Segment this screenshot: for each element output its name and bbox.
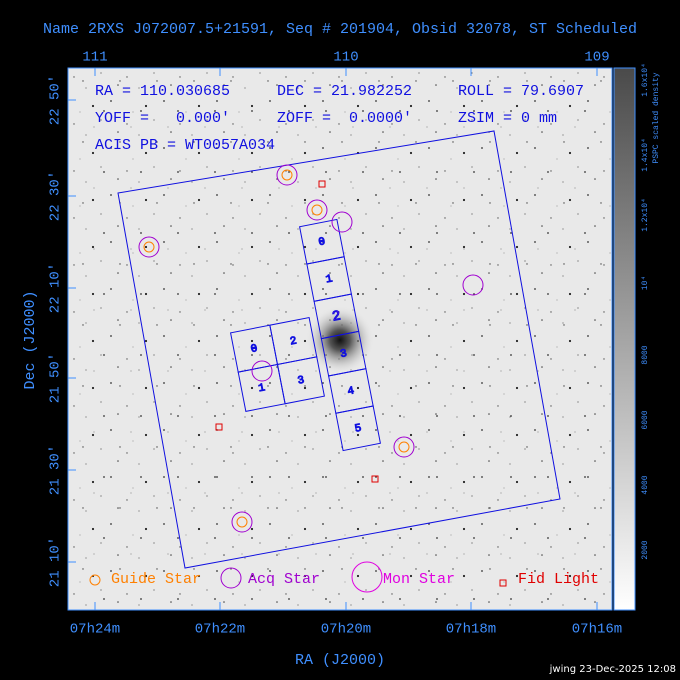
- chip-label: 3: [339, 348, 348, 361]
- info-text: ZOFF = 0.0000': [277, 110, 412, 127]
- guide-star: [398, 441, 410, 453]
- colorbar-tick-label: 10⁴: [641, 276, 650, 290]
- y-axis-title: Dec (J2000): [22, 290, 39, 389]
- left-tick-label: 22 50': [48, 75, 64, 125]
- info-text: DEC = 21.982252: [277, 83, 412, 100]
- acq-star: [276, 164, 298, 186]
- left-tick-label: 22 30': [48, 171, 64, 221]
- guide-star: [143, 241, 155, 253]
- acq-star: [138, 236, 160, 258]
- colorbar-tick-label: 1.6x10⁴: [641, 63, 650, 97]
- x-axis-title: RA (J2000): [295, 652, 385, 669]
- bottom-tick-label: 07h18m: [446, 622, 496, 638]
- chip-label: 4: [347, 385, 356, 398]
- legend-label: Acq Star: [248, 571, 320, 588]
- bottom-tick-label: 07h20m: [321, 622, 371, 638]
- info-text: RA = 110.030685: [95, 83, 230, 100]
- info-text: ZSIM = 0 mm: [458, 110, 557, 127]
- colorbar: [613, 67, 636, 611]
- footer: jwing 23-Dec-2025 12:08: [549, 664, 676, 675]
- chip-label: 2: [331, 308, 342, 325]
- title: Name 2RXS J072007.5+21591, Seq # 201904,…: [43, 21, 637, 38]
- guide-star: [311, 204, 323, 216]
- colorbar-tick-label: 8000: [641, 345, 650, 364]
- legend-label: Fid Light: [518, 571, 599, 588]
- legend-symbol: [351, 561, 383, 593]
- acq-star: [393, 436, 415, 458]
- info-text: ACIS PB = WT0057A034: [95, 137, 275, 154]
- bottom-tick-label: 07h22m: [195, 622, 245, 638]
- legend: Guide Star Acq Star Mon Star Fid Light: [89, 561, 599, 593]
- legend-label: Mon Star: [383, 571, 455, 588]
- top-tick-label: 109: [584, 50, 609, 66]
- frame: [67, 67, 613, 611]
- colorbar-tick-label: 2000: [641, 540, 650, 559]
- chip: [276, 356, 325, 405]
- left-tick-label: 22 10': [48, 263, 64, 313]
- left-tick-label: 21 10': [48, 537, 64, 587]
- chip-label: 5: [354, 423, 363, 436]
- acq-star: [331, 211, 353, 233]
- info-text: YOFF = 0.000': [95, 110, 230, 127]
- colorbar-tick-label: 1.4x10⁴: [641, 138, 650, 172]
- bottom-tick-label: 07h16m: [572, 622, 622, 638]
- markers: [138, 164, 484, 533]
- top-tick-label: 111: [82, 50, 107, 66]
- chip-label: 3: [297, 375, 306, 388]
- acq-star: [306, 199, 328, 221]
- top-tick-label: 110: [333, 50, 358, 66]
- left-tick-label: 21 50': [48, 353, 64, 403]
- legend-label: Guide Star: [111, 571, 201, 588]
- chip-label: 0: [250, 343, 259, 356]
- acq-star: [251, 360, 273, 382]
- field-of-view: [117, 130, 561, 569]
- colorbar-tick-label: 4000: [641, 475, 650, 494]
- fid-light: [215, 423, 223, 431]
- colorbar-tick-label: 1.2x10⁴: [641, 198, 650, 232]
- legend-symbol: [499, 579, 507, 587]
- chip-label: 0: [318, 236, 327, 249]
- colorbar-title: PSPC scaled density: [652, 72, 661, 163]
- colorbar-tick-label: 6000: [641, 410, 650, 429]
- legend-symbol: [89, 574, 101, 586]
- axis-ticks: [68, 68, 598, 610]
- chip-label: 1: [325, 273, 334, 286]
- fid-light: [318, 180, 326, 188]
- guide-star: [236, 516, 248, 528]
- acis-chips: 0 2 1 3 0 1 2 3 4 5: [229, 218, 381, 452]
- bottom-tick-label: 07h24m: [70, 622, 120, 638]
- chip: [335, 405, 381, 452]
- left-tick-label: 21 30': [48, 445, 64, 495]
- acq-star: [231, 511, 253, 533]
- chip-label: 1: [257, 382, 266, 395]
- legend-symbol: [220, 567, 242, 589]
- guide-star: [281, 169, 293, 181]
- acq-star: [462, 274, 484, 296]
- info-text: ROLL = 79.6907: [458, 83, 584, 100]
- fid-light: [371, 475, 379, 483]
- chip-label: 2: [289, 335, 298, 348]
